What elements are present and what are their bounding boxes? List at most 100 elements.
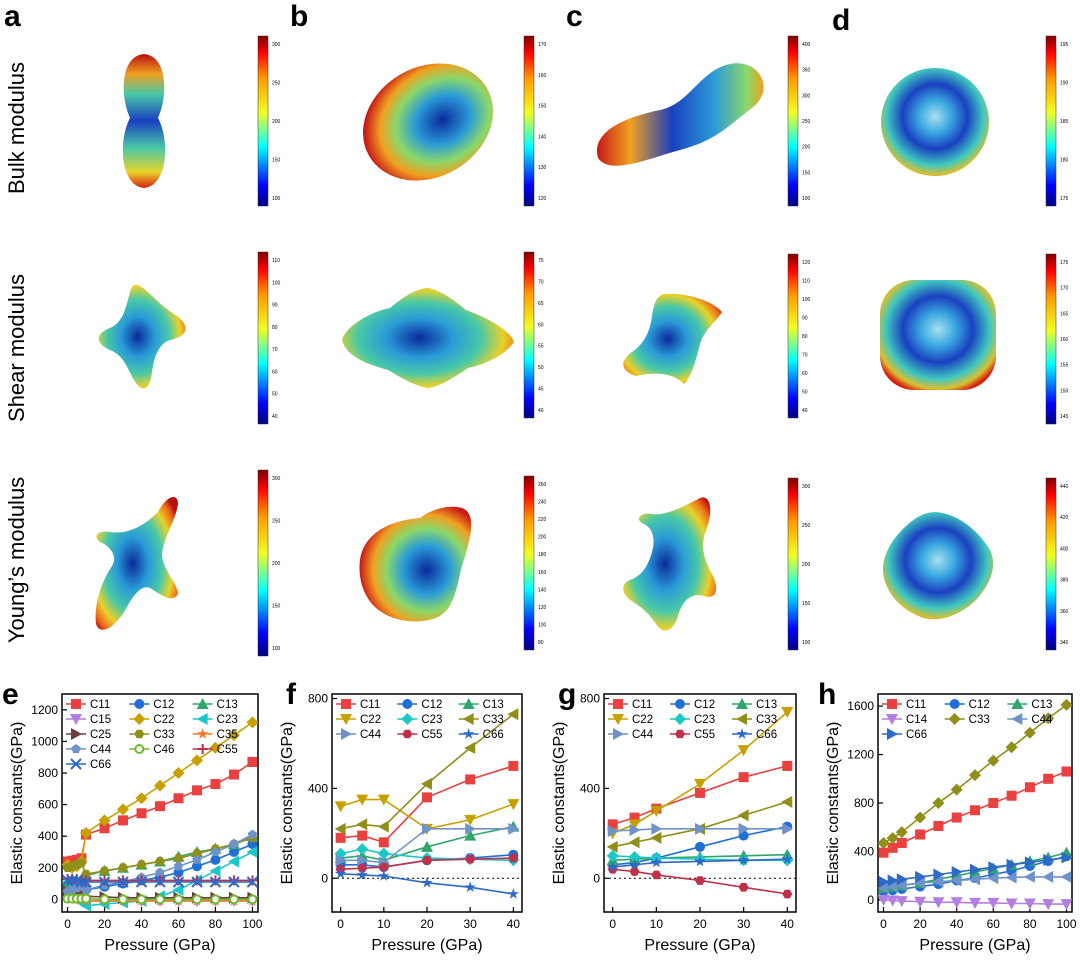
legend-marker xyxy=(341,699,351,709)
colorbar-tick-label: 250 xyxy=(802,119,811,125)
top-panels: a b c d Bulk modulus Shear modulus Young… xyxy=(4,0,1069,656)
colorbar-tick-label: 110 xyxy=(272,258,280,264)
legend-marker xyxy=(736,713,747,725)
data-point xyxy=(738,809,749,821)
y-tick-label: 0 xyxy=(867,893,874,907)
panel-letter-g: g xyxy=(558,678,576,711)
data-point xyxy=(738,745,750,756)
colorbar-tick-label: 175 xyxy=(1060,260,1069,266)
colorbar-tick-label: 250 xyxy=(802,523,811,529)
colorbar-a-1: 300 250 200 150 100 xyxy=(258,36,281,206)
legend-label: C11 xyxy=(90,699,110,711)
data-point xyxy=(174,895,182,903)
legend-label: C12 xyxy=(153,699,174,711)
y-tick-label: 400 xyxy=(854,844,874,858)
surface-b-young xyxy=(360,507,472,622)
surface-c-bulk xyxy=(597,63,764,165)
data-point xyxy=(246,716,258,728)
series-c14 xyxy=(877,895,1072,910)
colorbar-d-2: 175170165160155150145 xyxy=(1046,254,1069,424)
y-tick-label: 400 xyxy=(308,781,328,795)
legend-label: C23 xyxy=(694,714,715,726)
data-point xyxy=(138,895,146,903)
colorbar-tick-label: 155 xyxy=(1060,363,1069,369)
legend-marker xyxy=(135,745,143,753)
colorbar-tick-label: 300 xyxy=(272,42,281,48)
data-point xyxy=(1061,699,1073,711)
y-tick-label: 800 xyxy=(854,796,874,810)
colorbar-tick-label: 300 xyxy=(802,93,811,99)
legend-label: C35 xyxy=(217,729,238,741)
legend-item-c35: C35 xyxy=(193,728,238,741)
x-tick-label: 20 xyxy=(913,917,927,931)
charts: e0 20 40 60 80 100020040060080010001200Pressu… xyxy=(2,678,1077,954)
data-point xyxy=(119,895,127,903)
data-point xyxy=(630,867,640,876)
legend-item-c33: C33 xyxy=(459,713,504,726)
colorbar-tick-label: 190 xyxy=(1060,81,1069,87)
x-tick-label: 40 xyxy=(781,917,795,931)
colorbar-tick-label: 400 xyxy=(1060,546,1069,552)
x-axis-label: Pressure (GPa) xyxy=(919,937,1030,954)
colorbar-tick-label: 40 xyxy=(272,414,278,420)
colorbar-tick-label: 200 xyxy=(802,562,811,568)
data-point xyxy=(247,875,257,885)
surface-b-shear xyxy=(342,288,514,388)
legend-marker xyxy=(198,744,208,754)
y-tick-label: 400 xyxy=(580,781,600,795)
data-point xyxy=(173,793,183,803)
y-tick-label: 1600 xyxy=(847,699,874,713)
x-tick-label: 30 xyxy=(737,917,751,931)
legend-item-c22: C22 xyxy=(336,714,381,726)
legend-label: C44 xyxy=(632,729,654,741)
legend-label: C66 xyxy=(90,759,111,771)
x-tick-label: 0 xyxy=(609,917,616,931)
colorbar-b-2: 7570656055504540 xyxy=(524,252,544,418)
legend-marker xyxy=(675,730,685,739)
colorbar-tick-label: 100 xyxy=(802,640,811,646)
data-point xyxy=(629,836,640,848)
colorbar-tick-label: 350 xyxy=(802,68,811,74)
legend-item-c13: C13 xyxy=(732,698,777,711)
legend-label: C66 xyxy=(483,729,504,741)
colorbar-tick-label: 340 xyxy=(1060,640,1069,646)
data-point xyxy=(782,890,792,899)
legend-marker xyxy=(341,728,352,740)
data-point xyxy=(82,895,90,903)
colorbar-tick-label: 140 xyxy=(538,587,547,593)
data-point xyxy=(970,805,980,815)
colorbar-tick-label: 380 xyxy=(1060,578,1069,584)
colorbar-tick-label: 360 xyxy=(1060,609,1069,615)
colorbar-a-3: 300250200150100 xyxy=(258,470,281,656)
colorbar-tick-label: 130 xyxy=(538,165,547,171)
legend-label: C11 xyxy=(360,699,380,711)
chart-g: g0 10 20 30 400400800Pressure (GPa)Elastic c… xyxy=(551,678,796,954)
legend-label: C33 xyxy=(756,714,777,726)
data-point xyxy=(1043,774,1053,784)
legend-label: C25 xyxy=(90,729,111,741)
data-point xyxy=(230,895,238,903)
colorbar-tick-label: 65 xyxy=(538,301,544,307)
legend-label: C13 xyxy=(217,699,238,711)
legend-item-c22: C22 xyxy=(129,713,174,726)
legend-label: C44 xyxy=(1031,714,1053,726)
series-c55 xyxy=(63,874,258,886)
legend-item-c44: C44 xyxy=(336,728,382,741)
x-tick-label: 40 xyxy=(135,917,149,931)
legend-item-c66: C66 xyxy=(882,728,927,741)
legend-item-c11: C11 xyxy=(66,699,110,711)
data-point xyxy=(422,792,432,802)
data-point xyxy=(915,829,925,839)
data-point xyxy=(1061,871,1072,883)
x-tick-label: 60 xyxy=(172,917,186,931)
colorbar-tick-label: 120 xyxy=(802,260,811,266)
legend-marker xyxy=(401,713,413,725)
panel-letter-h: h xyxy=(818,678,836,711)
legend-marker xyxy=(1011,713,1022,725)
x-tick-label: 20 xyxy=(693,917,707,931)
data-point xyxy=(933,821,943,831)
colorbar-tick-label: 220 xyxy=(538,517,547,523)
data-point xyxy=(888,843,898,853)
colorbar-tick-label: 200 xyxy=(538,535,547,541)
